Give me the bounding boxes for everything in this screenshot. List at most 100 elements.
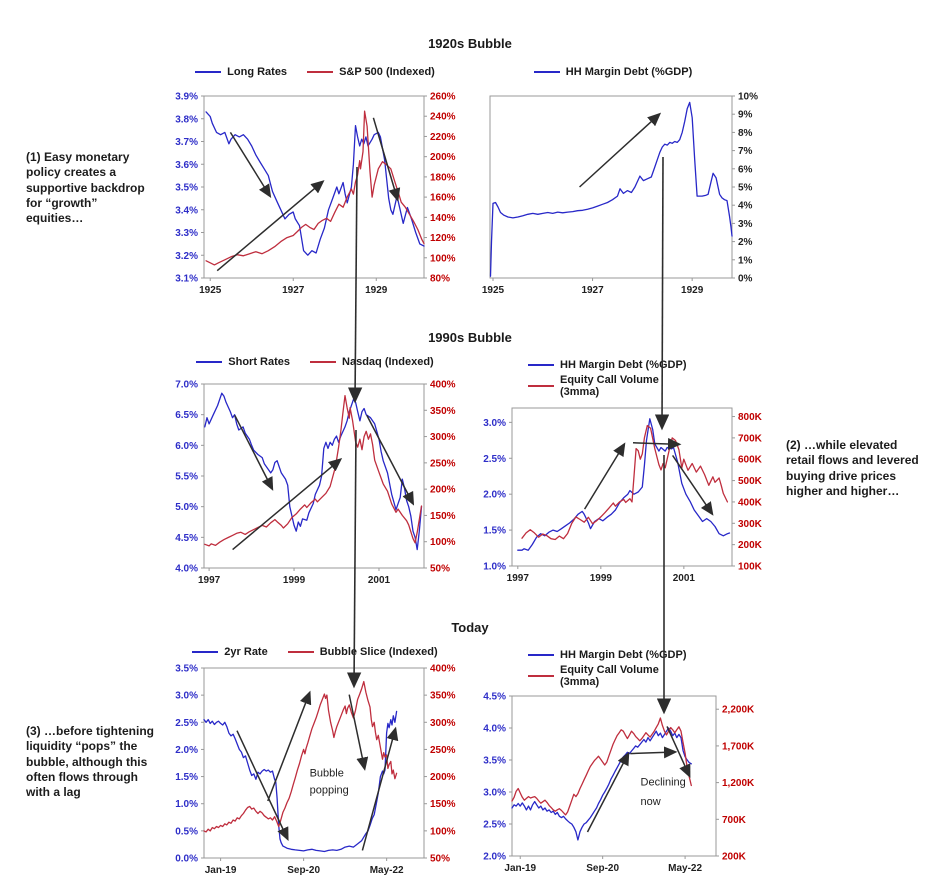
- section-title-1990s: 1990s Bubble: [428, 330, 512, 345]
- chart-annotation-text: popping: [310, 784, 349, 796]
- legend-label: Nasdaq (Indexed): [342, 356, 434, 368]
- annotation-easy-policy: (1) Easy monetary policy creates a suppo…: [26, 150, 145, 226]
- trend-arrow: [586, 751, 630, 833]
- x-axis-tick-label: 1929: [365, 285, 388, 296]
- left-axis-tick-label: 1.5%: [483, 526, 506, 537]
- right-axis-tick-label: 100%: [430, 253, 456, 264]
- series-line: [489, 101, 733, 277]
- x-axis-tick-label: 1925: [199, 285, 222, 296]
- right-axis-tick-label: 2,200K: [722, 705, 755, 716]
- right-axis-tick-label: 200%: [430, 772, 456, 783]
- x-axis-tick-label: May-22: [370, 865, 404, 876]
- right-axis-tick-label: 100%: [430, 826, 456, 837]
- series-line: [203, 710, 398, 853]
- legend-item: Nasdaq (Indexed): [310, 356, 434, 368]
- legend-item: Equity Call Volume (3mma): [528, 374, 698, 398]
- left-axis-tick-label: 4.5%: [175, 533, 198, 544]
- series-line: [521, 424, 729, 541]
- plot-border: [203, 667, 425, 859]
- left-axis-tick-label: 2.5%: [175, 718, 198, 729]
- series-line: [517, 418, 731, 551]
- left-axis-tick-label: 3.4%: [175, 205, 198, 216]
- legend-item: Equity Call Volume (3mma): [528, 664, 698, 688]
- chart-plot-area: 3.5% 3.0% 2.5% 2.0% 1.5% 1.0% 0.5% 0.0% 400% 350%…: [175, 664, 456, 877]
- chart-legend: HH Margin Debt (%GDP) Equity Call Volume …: [448, 642, 778, 692]
- right-axis-tick-label: 160%: [430, 193, 456, 204]
- right-axis-tick-label: 600K: [738, 455, 763, 466]
- right-axis-tick-label: 350%: [430, 691, 456, 702]
- left-axis-tick-label: 3.0%: [175, 691, 198, 702]
- legend-label: HH Margin Debt (%GDP): [565, 66, 693, 78]
- legend-item: Short Rates: [196, 356, 290, 368]
- trend-arrow: [234, 414, 274, 491]
- right-axis-tick-label: 800K: [738, 412, 763, 423]
- trend-arrow: [216, 180, 325, 272]
- left-axis-tick-label: 2.0%: [483, 852, 506, 863]
- annotation-retail-flows: (2) …while elevated retail flows and lev…: [786, 438, 919, 499]
- legend-line-sample-icon: [192, 651, 219, 653]
- right-axis-tick-label: 80%: [430, 274, 450, 285]
- legend-line-sample-icon: [196, 361, 223, 363]
- left-axis-tick-label: 2.0%: [483, 490, 506, 501]
- x-axis-tick-label: 1927: [282, 285, 305, 296]
- chart-plot-area: 4.5% 4.0% 3.5% 3.0% 2.5% 2.0% 2,200K 1,700K 1,20…: [483, 692, 755, 874]
- chart-today-margin-debt: HH Margin Debt (%GDP) Equity Call Volume …: [448, 642, 778, 884]
- right-axis-tick-label: 700K: [738, 433, 763, 444]
- trend-arrow: [366, 414, 415, 506]
- right-axis-tick-label: 500K: [738, 476, 763, 487]
- right-axis-tick-label: 50%: [430, 564, 450, 575]
- right-axis-tick-label: 200%: [430, 485, 456, 496]
- right-axis-tick-label: 400K: [738, 497, 763, 508]
- legend-label: Equity Call Volume (3mma): [560, 374, 659, 398]
- legend-item: HH Margin Debt (%GDP): [528, 649, 698, 661]
- right-axis-tick-label: 120%: [430, 233, 456, 244]
- legend-label: HH Margin Debt (%GDP): [560, 649, 687, 661]
- chart-1920s-margin-debt: HH Margin Debt (%GDP) 10% 9% 8% 7% 6% 5% 4% 3% 2…: [448, 62, 778, 308]
- left-axis-tick-label: 6.5%: [175, 410, 198, 421]
- right-axis-tick-label: 1%: [738, 255, 753, 266]
- legend-line-sample-icon: [528, 385, 554, 387]
- plot-border: [203, 95, 425, 279]
- x-axis-tick-label: 1927: [581, 285, 604, 296]
- left-axis-tick-label: 3.1%: [175, 274, 198, 285]
- legend-line-sample-icon: [310, 361, 337, 363]
- right-axis-tick-label: 350%: [430, 406, 456, 417]
- chart-annotation-text: Declining: [641, 777, 686, 789]
- series-line: [205, 110, 425, 266]
- legend-label: Long Rates: [227, 66, 288, 78]
- legend-line-sample-icon: [307, 71, 334, 73]
- left-axis-tick-label: 0.5%: [175, 826, 198, 837]
- right-axis-tick-label: 50%: [430, 854, 450, 865]
- trend-arrow: [632, 437, 682, 450]
- plot-border: [511, 695, 717, 857]
- right-axis-tick-label: 2%: [738, 237, 753, 248]
- left-axis-tick-label: 1.0%: [175, 799, 198, 810]
- left-axis-tick-label: 3.5%: [175, 183, 198, 194]
- chart-1990s-margin-debt: HH Margin Debt (%GDP) Equity Call Volume …: [448, 352, 778, 594]
- x-axis-tick-label: May-22: [668, 863, 702, 874]
- chart-1990s-rates: Short Rates Nasdaq (Indexed) 7.0% 6.5% 6.0%…: [158, 352, 472, 598]
- left-axis-tick-label: 2.0%: [175, 745, 198, 756]
- legend-item: HH Margin Debt (%GDP): [528, 359, 698, 371]
- plot-border: [511, 407, 733, 567]
- chart-legend: HH Margin Debt (%GDP): [448, 62, 778, 82]
- chart-legend: 2yr Rate Bubble Slice (Indexed): [158, 642, 472, 662]
- left-axis-tick-label: 5.5%: [175, 472, 198, 483]
- x-axis-tick-label: Jan-19: [205, 865, 237, 876]
- left-axis-tick-label: 3.7%: [175, 137, 198, 148]
- x-axis-tick-label: Jan-19: [504, 863, 536, 874]
- right-axis-tick-label: 1,200K: [722, 778, 755, 789]
- chart-legend: HH Margin Debt (%GDP) Equity Call Volume …: [448, 352, 778, 402]
- trend-arrow: [229, 132, 272, 199]
- right-axis-tick-label: 400%: [430, 664, 456, 675]
- left-axis-tick-label: 3.5%: [483, 756, 506, 767]
- left-axis-tick-label: 2.5%: [483, 454, 506, 465]
- left-axis-tick-label: 3.2%: [175, 251, 198, 262]
- left-axis-tick-label: 4.0%: [483, 724, 506, 735]
- trend-arrow: [579, 112, 662, 188]
- right-axis-tick-label: 0%: [738, 274, 753, 285]
- right-axis-tick-label: 180%: [430, 172, 456, 183]
- right-axis-tick-label: 3%: [738, 219, 753, 230]
- x-axis-tick-label: 1999: [283, 575, 306, 586]
